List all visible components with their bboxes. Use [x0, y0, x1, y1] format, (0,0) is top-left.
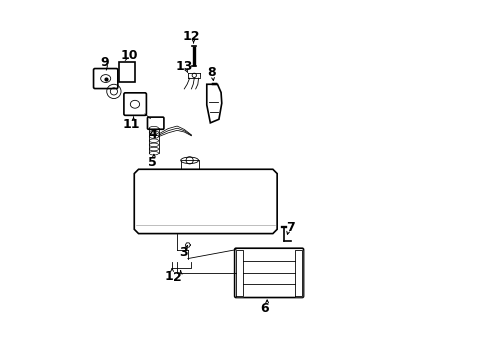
Text: 8: 8: [207, 66, 216, 79]
Text: 6: 6: [261, 302, 270, 315]
Text: 11: 11: [123, 118, 141, 131]
Text: 4: 4: [149, 129, 158, 141]
Text: 12: 12: [183, 30, 200, 42]
Text: 2: 2: [173, 271, 182, 284]
Text: 5: 5: [148, 156, 156, 169]
Polygon shape: [236, 249, 243, 296]
Text: 3: 3: [179, 246, 188, 258]
Text: 10: 10: [120, 49, 138, 62]
Text: 1: 1: [165, 270, 173, 283]
Polygon shape: [295, 249, 302, 296]
Text: 7: 7: [286, 221, 295, 234]
Text: 9: 9: [100, 55, 109, 69]
Text: 13: 13: [175, 60, 193, 73]
